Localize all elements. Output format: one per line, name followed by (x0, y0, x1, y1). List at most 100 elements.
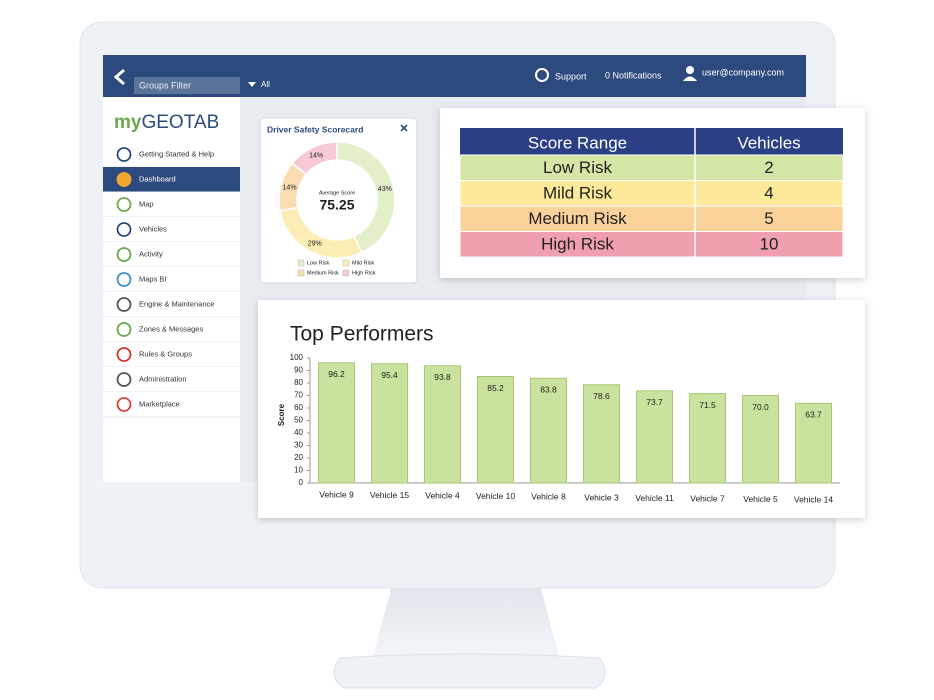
legend-swatch (342, 269, 350, 277)
y-tick-label: 60 (294, 403, 303, 412)
legend-label: Mild Risk (352, 260, 375, 266)
nav-icon (116, 147, 132, 162)
y-tick-label: 10 (294, 466, 303, 475)
user-link[interactable]: user@company.com (702, 67, 784, 77)
bar (423, 365, 462, 484)
dropdown-arrow (248, 82, 256, 87)
table-cell: 4 (764, 184, 773, 203)
nav-label: Dashboard (139, 174, 176, 183)
nav-label: Activity (139, 249, 163, 258)
support-icon (535, 68, 549, 82)
value-label: 85.2 (487, 383, 504, 393)
chart-title: Top Performers (290, 323, 434, 346)
nav-icon (116, 172, 132, 187)
monitor-base (333, 653, 606, 689)
nav-label: Rules & Groups (139, 349, 192, 358)
segment-label: 29% (308, 241, 322, 248)
legend-label: Low Risk (307, 260, 330, 266)
x-tick-label: Vehicle 8 (531, 492, 566, 502)
donut-segment (291, 141, 338, 176)
table-header-cell: Vehicles (737, 133, 800, 152)
nav-item[interactable] (103, 367, 240, 392)
nav-item[interactable] (103, 142, 240, 167)
y-tick-label: 40 (294, 428, 303, 437)
value-label: 63.7 (805, 410, 822, 420)
nav-item[interactable] (103, 292, 240, 317)
nav-label: Getting Started & Help (139, 149, 214, 158)
nav: Getting Started & Help Dashboard Map Vehicl… (103, 142, 240, 418)
x-tick-label: Vehicle 14 (794, 495, 833, 505)
user-icon (686, 66, 694, 74)
nav-icon (116, 297, 132, 312)
legend-swatch (342, 259, 350, 267)
table-cell: Medium Risk (528, 209, 627, 228)
logo-prefix: my (114, 112, 142, 133)
value-label: 93.8 (434, 372, 451, 382)
nav-label: Engine & Maintenance (139, 299, 214, 308)
segment-label: 14% (283, 185, 297, 192)
x-tick-label: Vehicle 5 (743, 494, 778, 504)
support-link[interactable]: Support (555, 71, 587, 81)
bar-chart: 0 10 20 30 40 50 60 70 80 90 100 96.2 Vehicle 9 95.4 V… (290, 353, 840, 505)
table-header-cell: Score Range (528, 133, 627, 152)
value-label: 73.7 (646, 397, 663, 407)
value-label: 96.2 (328, 369, 345, 379)
y-tick-label: 0 (299, 478, 304, 487)
bar (476, 376, 515, 484)
y-tick-label: 30 (294, 441, 303, 450)
nav-label: Zones & Messages (139, 324, 203, 333)
nav-icon (116, 222, 132, 237)
value-label: 83.8 (540, 385, 557, 395)
nav-label: Administration (139, 374, 187, 383)
nav-item[interactable] (103, 242, 240, 267)
y-axis-label: Score (277, 403, 286, 426)
donut: 43% Low Risk 29% Mild Risk 14% Medium Risk 14%… (278, 141, 396, 277)
bar (794, 402, 833, 484)
nav-icon (116, 272, 132, 287)
nav-item[interactable] (103, 392, 240, 417)
notifications-link[interactable]: 0 Notifications (605, 70, 662, 80)
nav-icon (116, 347, 132, 362)
groups-filter[interactable] (134, 77, 240, 94)
nav-item[interactable] (103, 317, 240, 342)
groups-filter-label: Groups Filter (139, 80, 191, 90)
x-tick-label: Vehicle 3 (584, 492, 619, 502)
nav-label: Vehicles (139, 224, 167, 233)
nav-icon (116, 322, 132, 337)
bar (317, 362, 356, 484)
table-cell: High Risk (541, 235, 614, 254)
logo-name: GEOTAB (141, 112, 219, 133)
user-icon-body (683, 76, 697, 81)
legend-label: High Risk (352, 270, 376, 276)
table-cell: 5 (764, 209, 773, 228)
score-table: Score Range Vehicles Low Risk 2 Mild Risk 4 Me… (459, 128, 844, 258)
y-tick-label: 90 (294, 366, 303, 375)
x-tick-label: Vehicle 10 (476, 491, 515, 501)
bar (370, 363, 409, 484)
segment-label: 43% (378, 186, 392, 193)
nav-label: Map (139, 199, 154, 208)
y-tick-label: 80 (294, 378, 303, 387)
center-label: Average Score (319, 190, 355, 196)
y-tick-label: 100 (290, 353, 304, 362)
nav-icon (116, 372, 132, 387)
nav-item[interactable] (103, 342, 240, 367)
nav-label: Maps BI (139, 274, 167, 283)
nav-label: Marketplace (139, 399, 180, 408)
back-button[interactable] (113, 68, 125, 86)
close-button[interactable] (400, 124, 408, 132)
table-row (459, 154, 844, 181)
value-label: 70.0 (752, 402, 769, 412)
value-label: 95.4 (381, 370, 398, 380)
nav-item[interactable] (103, 192, 240, 217)
filter-value: All (261, 80, 270, 89)
legend-swatch (297, 269, 305, 277)
nav-item[interactable] (103, 217, 240, 242)
bar (741, 395, 780, 484)
nav-item[interactable] (103, 267, 240, 292)
bar (529, 377, 568, 484)
nav-icon (116, 247, 132, 262)
nav-icon (116, 397, 132, 412)
